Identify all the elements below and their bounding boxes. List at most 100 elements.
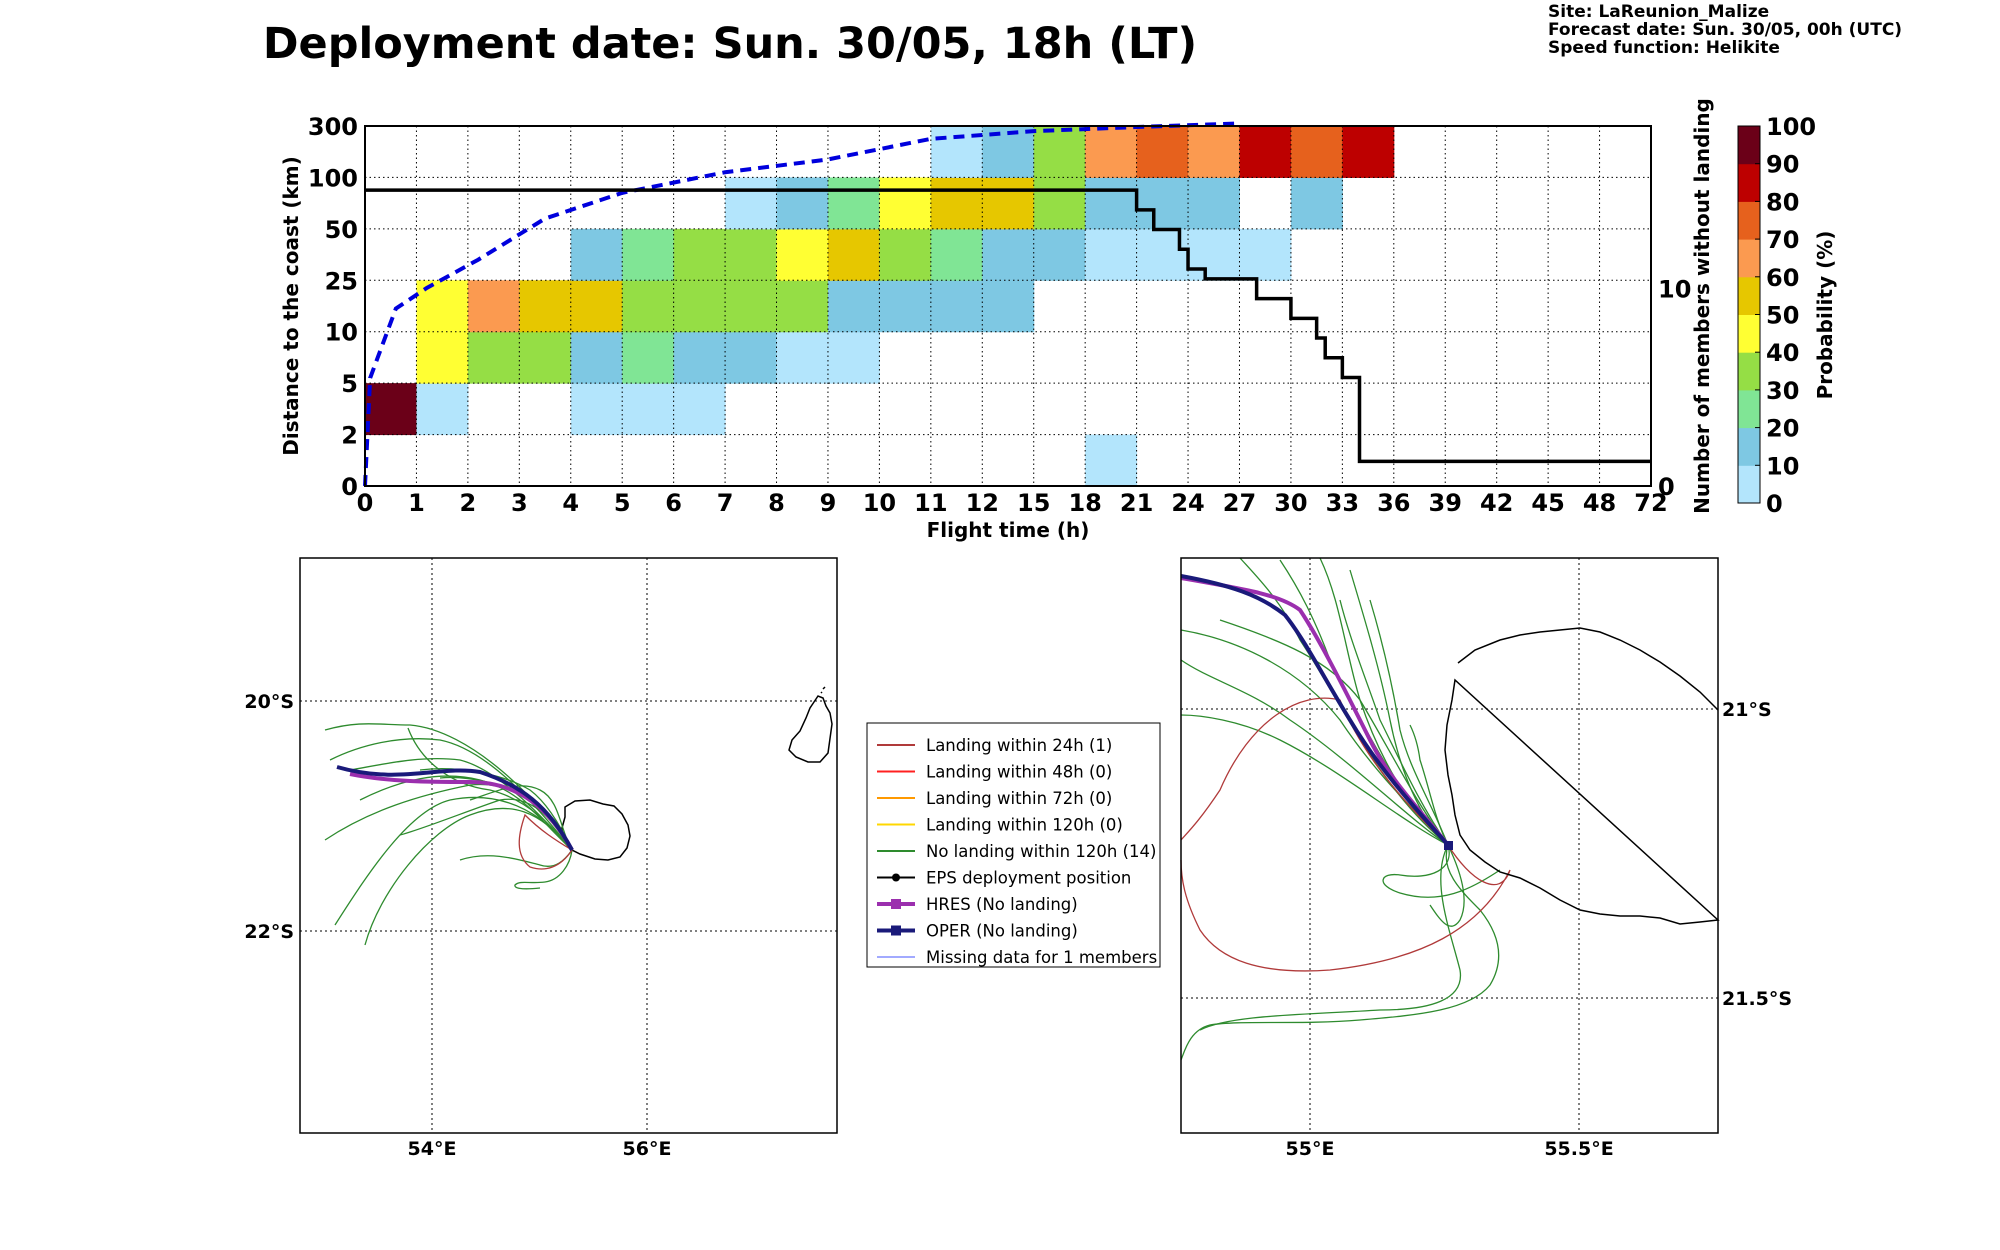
x-tick-label: 1 bbox=[408, 489, 425, 517]
legend-marker bbox=[891, 899, 901, 909]
median-distance-line bbox=[363, 121, 1240, 487]
y-tick-label: 300 bbox=[308, 113, 358, 141]
heatmap-cell bbox=[982, 228, 1035, 281]
site-label: Site: LaReunion_Malize bbox=[1548, 2, 1769, 22]
y-tick-label: 10 bbox=[325, 319, 358, 347]
heatmap-cell bbox=[1290, 126, 1343, 178]
colorbar-segment bbox=[1738, 389, 1760, 429]
heatmap-cell bbox=[776, 280, 829, 333]
heatmap-cell bbox=[982, 177, 1035, 230]
heatmap-lines bbox=[363, 121, 1651, 487]
trajectory-legend: Landing within 24h (1) Landing within 48h… bbox=[866, 722, 1161, 968]
heatmap-cell bbox=[1239, 228, 1292, 281]
heatmap-cell bbox=[467, 331, 520, 384]
legend-marker bbox=[891, 925, 901, 936]
heatmap-cell bbox=[1290, 177, 1343, 230]
y-axis-label: Distance to the coast (km) bbox=[279, 156, 303, 456]
left-member-trajectory bbox=[329, 738, 573, 851]
heatmap-cell bbox=[1188, 126, 1240, 178]
heatmap-frame bbox=[364, 125, 1652, 487]
right-tick-labels: 10 0 bbox=[1658, 276, 1691, 501]
legend-item: HRES (No landing) bbox=[877, 895, 1078, 914]
forecast-date-label: Forecast date: Sun. 30/05, 00h (UTC) bbox=[1548, 20, 1902, 40]
colorbar-tick-label: 100 bbox=[1766, 113, 1816, 141]
legend-item: Landing within 24h (1) bbox=[877, 736, 1112, 755]
heatmap-cell bbox=[622, 383, 675, 436]
heatmap-cell bbox=[570, 280, 623, 333]
right-member-trajectory bbox=[1339, 599, 1449, 846]
heatmap-cell bbox=[673, 331, 726, 384]
heatmap-cell bbox=[570, 331, 623, 384]
legend-label: EPS deployment position bbox=[926, 869, 1131, 888]
heatmap-cell bbox=[622, 331, 675, 384]
heatmap-cell bbox=[879, 280, 932, 333]
x-tick-label: 7 bbox=[717, 489, 734, 517]
right-member-trajectory bbox=[1409, 724, 1449, 846]
heatmap-cell bbox=[519, 331, 572, 384]
heatmap-cell bbox=[930, 228, 983, 281]
legend-label: No landing within 120h (14) bbox=[926, 842, 1156, 861]
colorbar-segment bbox=[1738, 314, 1760, 353]
heatmap-cell bbox=[673, 280, 726, 333]
right-map: 55°E 55.5°E 21°S 21.5°S bbox=[1180, 557, 1792, 1160]
left-oper-trajectory bbox=[336, 765, 574, 851]
heatmap-cell bbox=[622, 228, 675, 281]
heatmap-cell bbox=[1085, 434, 1138, 487]
heatmap-cell bbox=[1239, 126, 1292, 178]
right-lat-label-21-5: 21.5°S bbox=[1722, 988, 1792, 1010]
heatmap-cell bbox=[879, 177, 932, 230]
right-member-trajectory bbox=[1219, 619, 1449, 846]
left-member-trajectory bbox=[469, 785, 573, 851]
left-lat-label-20: 20°S bbox=[244, 691, 294, 713]
heatmap-cell bbox=[1033, 126, 1086, 178]
right-member-trajectory bbox=[1382, 844, 1501, 898]
x-tick-label: 12 bbox=[966, 489, 999, 517]
colorbar-tick-label: 0 bbox=[1766, 490, 1783, 518]
right-tick-label: 0 bbox=[1658, 473, 1675, 501]
heatmap-cell bbox=[827, 280, 880, 333]
left-lon-label-54: 54°E bbox=[408, 1138, 457, 1160]
colorbar-segment bbox=[1738, 201, 1760, 240]
x-tick-label: 18 bbox=[1068, 489, 1101, 517]
legend-label: Landing within 72h (0) bbox=[926, 789, 1112, 808]
legend-frame bbox=[866, 722, 1161, 968]
left-member-trajectory bbox=[514, 849, 573, 890]
x-tick-label: 3 bbox=[511, 489, 528, 517]
x-axis-label: Flight time (h) bbox=[927, 518, 1090, 542]
heatmap-cell bbox=[467, 280, 520, 333]
y-tick-label: 50 bbox=[325, 216, 358, 244]
x-tick-label: 2 bbox=[460, 489, 477, 517]
right-member-trajectory bbox=[1429, 844, 1465, 927]
right-landing-trajectory-tail bbox=[1180, 844, 1511, 972]
y-tick-label: 0 bbox=[341, 473, 358, 501]
colorbar-segment bbox=[1738, 163, 1760, 202]
heatmap-cell bbox=[1342, 126, 1395, 178]
heatmap-cell bbox=[725, 280, 778, 333]
x-tick-label: 6 bbox=[665, 489, 682, 517]
colorbar-tick-label: 50 bbox=[1766, 302, 1799, 330]
heatmap-cell bbox=[1188, 228, 1240, 281]
speed-function-label: Speed function: Helikite bbox=[1548, 38, 1780, 58]
right-tick-label: 10 bbox=[1658, 276, 1691, 304]
legend-label: Landing within 48h (0) bbox=[926, 763, 1112, 782]
y-tick-label: 5 bbox=[341, 370, 358, 398]
heatmap-cell bbox=[1033, 228, 1086, 281]
right-axis-label: Number of members without landing bbox=[1690, 98, 1714, 514]
colorbar-segment bbox=[1738, 126, 1760, 165]
heatmap-cell bbox=[776, 331, 829, 384]
legend-label: OPER (No landing) bbox=[926, 922, 1078, 941]
heatmap-cell bbox=[725, 331, 778, 384]
heatmap-cell bbox=[930, 280, 983, 333]
x-tick-label: 42 bbox=[1480, 489, 1513, 517]
x-tick-label: 0 bbox=[357, 489, 374, 517]
heatmap-cell bbox=[1136, 177, 1189, 230]
left-member-trajectory bbox=[364, 807, 573, 946]
colorbar-tick-label: 60 bbox=[1766, 264, 1799, 292]
colorbar-segment bbox=[1738, 427, 1760, 466]
heatmap-cell bbox=[776, 177, 829, 230]
colorbar-segment bbox=[1738, 276, 1760, 315]
right-member-trajectory bbox=[1180, 844, 1500, 1061]
left-member-trajectory bbox=[334, 796, 573, 926]
heatmap-cell bbox=[725, 228, 778, 281]
right-oper-trajectory bbox=[1180, 574, 1450, 847]
